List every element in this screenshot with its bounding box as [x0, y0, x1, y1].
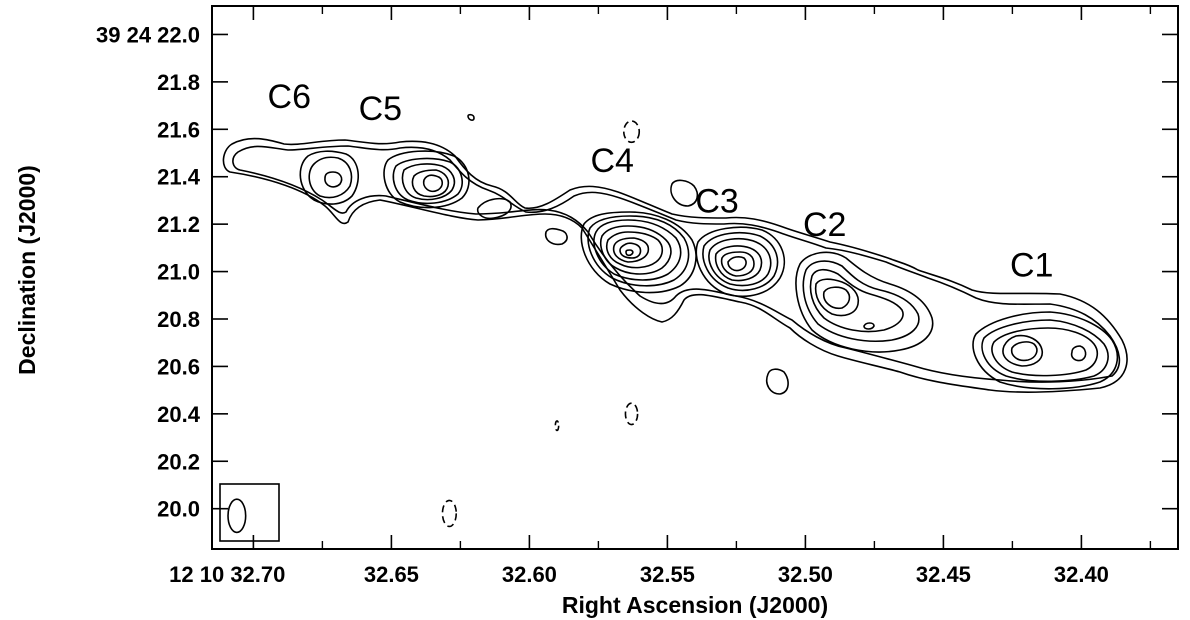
contour-c2-2 [802, 260, 920, 343]
y-tick-label: 39 24 22.0 [96, 22, 200, 47]
contour-c1-3 [991, 327, 1099, 377]
component-labels: C6 C5 C4 C3 C2 C1 [268, 78, 1054, 284]
contour-c1-2 [981, 319, 1109, 383]
component-label-c5: C5 [359, 90, 402, 128]
contour-c4-5 [605, 231, 664, 269]
contour-c1-1 [972, 311, 1119, 390]
component-label-c1: C1 [1010, 246, 1053, 284]
contour-c3-5 [720, 251, 755, 277]
contour-c2-3 [809, 268, 904, 333]
beam-ellipse [227, 498, 247, 534]
contour-c4-4 [600, 225, 672, 275]
y-tick-label: 20.4 [157, 402, 201, 427]
x-tick-label: 32.50 [778, 562, 833, 587]
contour-c3-core [727, 256, 747, 272]
negative-contour [554, 420, 560, 432]
contour-c4-3 [593, 219, 682, 281]
x-tick-label: 12 10 32.70 [169, 562, 285, 587]
contour-c3-2 [702, 232, 779, 292]
negative-contour [624, 402, 639, 426]
x-tick-label: 32.45 [916, 562, 971, 587]
contour-level-4 [308, 156, 353, 199]
y-tick-label: 20.0 [157, 497, 200, 522]
negative-contour [441, 499, 458, 528]
axis-tick-labels: 12 10 32.70 32.65 32.60 32.55 32.50 32.45 32.4… [96, 22, 1109, 587]
y-tick-label: 21.2 [157, 212, 200, 237]
y-tick-label: 20.2 [157, 449, 200, 474]
y-axis-title: Declination (J2000) [14, 165, 40, 375]
contour-c5-3 [401, 163, 456, 201]
contour-c5-4 [411, 169, 450, 198]
y-tick-label: 21.4 [157, 165, 201, 190]
contour-c1-4 [1002, 334, 1044, 367]
contour-bridge-1 [476, 197, 512, 220]
contour-level-3 [299, 150, 359, 205]
contour-c2-4 [814, 278, 860, 317]
x-axis-title: Right Ascension (J2000) [562, 592, 828, 618]
x-tick-label: 32.65 [364, 562, 419, 587]
y-tick-label: 20.6 [157, 354, 200, 379]
contour-c1-knot [1070, 345, 1087, 362]
contour-c5-1 [383, 150, 470, 209]
y-tick-label: 20.8 [157, 307, 200, 332]
contour-map [222, 113, 1128, 395]
contour-outer [222, 137, 1128, 393]
contour-level-2 [232, 145, 1121, 383]
contour-c3-3 [708, 237, 772, 287]
contour-c4-1 [580, 211, 697, 294]
y-tick-label: 21.0 [157, 260, 200, 285]
component-label-c6: C6 [268, 78, 311, 116]
beam-frame [219, 483, 280, 542]
y-tick-label: 21.8 [157, 70, 200, 95]
y-tick-label: 21.6 [157, 117, 200, 142]
contour-c2-core [822, 286, 851, 310]
contour-c3-1 [695, 226, 786, 298]
plot-frame [211, 5, 1179, 550]
contour-c1-core [1010, 341, 1038, 362]
contour-c2-knot [863, 322, 875, 330]
x-tick-label: 32.40 [1054, 562, 1109, 587]
contour-isolated-2 [544, 227, 568, 246]
axis-ticks [212, 6, 1178, 549]
component-label-c2: C2 [803, 206, 846, 244]
beam-box [219, 483, 280, 542]
negative-contours [441, 120, 641, 528]
component-label-c4: C4 [590, 142, 633, 180]
contour-c4-core [625, 249, 634, 257]
contour-c5-inner [422, 174, 444, 193]
x-tick-label: 32.55 [640, 562, 695, 587]
contour-isolated-3 [765, 368, 789, 395]
contour-isolated-1 [670, 179, 699, 207]
negative-contour [622, 120, 641, 144]
component-label-c3: C3 [695, 182, 738, 220]
contour-c5-2 [392, 157, 463, 205]
contour-c4-7 [619, 242, 642, 259]
contour-c2-1 [795, 251, 934, 353]
contour-c4-6 [612, 237, 650, 263]
contour-isolated-4 [467, 113, 475, 121]
x-tick-label: 32.60 [502, 562, 557, 587]
contour-c4-2 [587, 215, 690, 287]
contour-c3-4 [714, 245, 763, 282]
contour-c6-inner [324, 171, 343, 188]
